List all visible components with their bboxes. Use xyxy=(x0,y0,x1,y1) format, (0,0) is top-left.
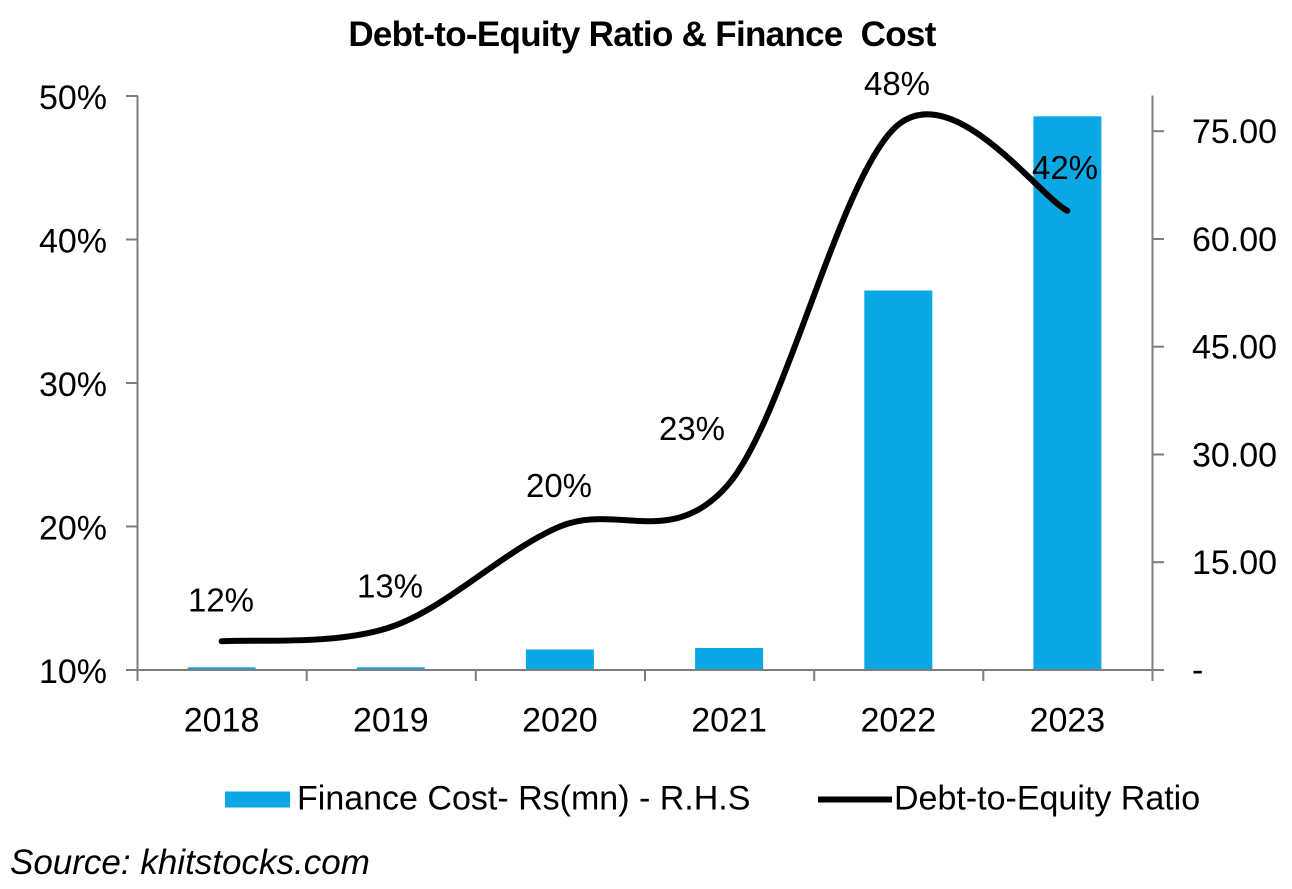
svg-text:2022: 2022 xyxy=(860,702,936,740)
svg-text:2019: 2019 xyxy=(353,702,429,740)
svg-text:2021: 2021 xyxy=(691,702,767,740)
svg-text:20%: 20% xyxy=(526,467,592,504)
svg-text:2023: 2023 xyxy=(1030,702,1106,740)
svg-text:20%: 20% xyxy=(39,510,107,548)
svg-text:12%: 12% xyxy=(188,582,254,619)
svg-text:10%: 10% xyxy=(39,653,107,691)
svg-text:2020: 2020 xyxy=(522,702,598,740)
svg-text:15.00: 15.00 xyxy=(1192,544,1277,582)
svg-text:45.00: 45.00 xyxy=(1192,329,1277,367)
svg-text:2018: 2018 xyxy=(184,702,260,740)
svg-text:Debt-to-Equity Ratio: Debt-to-Equity Ratio xyxy=(894,780,1200,818)
svg-text:Finance Cost- Rs(mn) - R.H.S: Finance Cost- Rs(mn) - R.H.S xyxy=(297,780,750,818)
svg-text:40%: 40% xyxy=(39,223,107,261)
svg-text:60.00: 60.00 xyxy=(1192,221,1277,259)
svg-text:13%: 13% xyxy=(357,568,423,605)
svg-text:Debt-to-Equity Ratio & Finance: Debt-to-Equity Ratio & Finance Cost xyxy=(348,15,936,54)
svg-text:48%: 48% xyxy=(864,65,930,102)
svg-text:50%: 50% xyxy=(39,79,107,117)
svg-text:30%: 30% xyxy=(39,366,107,404)
svg-text:23%: 23% xyxy=(659,410,725,447)
svg-text:42%: 42% xyxy=(1032,149,1098,186)
svg-text:Source: khitstocks.com: Source: khitstocks.com xyxy=(10,843,370,882)
svg-text:75.00: 75.00 xyxy=(1192,113,1277,151)
svg-text:-: - xyxy=(1192,652,1203,690)
svg-text:30.00: 30.00 xyxy=(1192,437,1277,475)
